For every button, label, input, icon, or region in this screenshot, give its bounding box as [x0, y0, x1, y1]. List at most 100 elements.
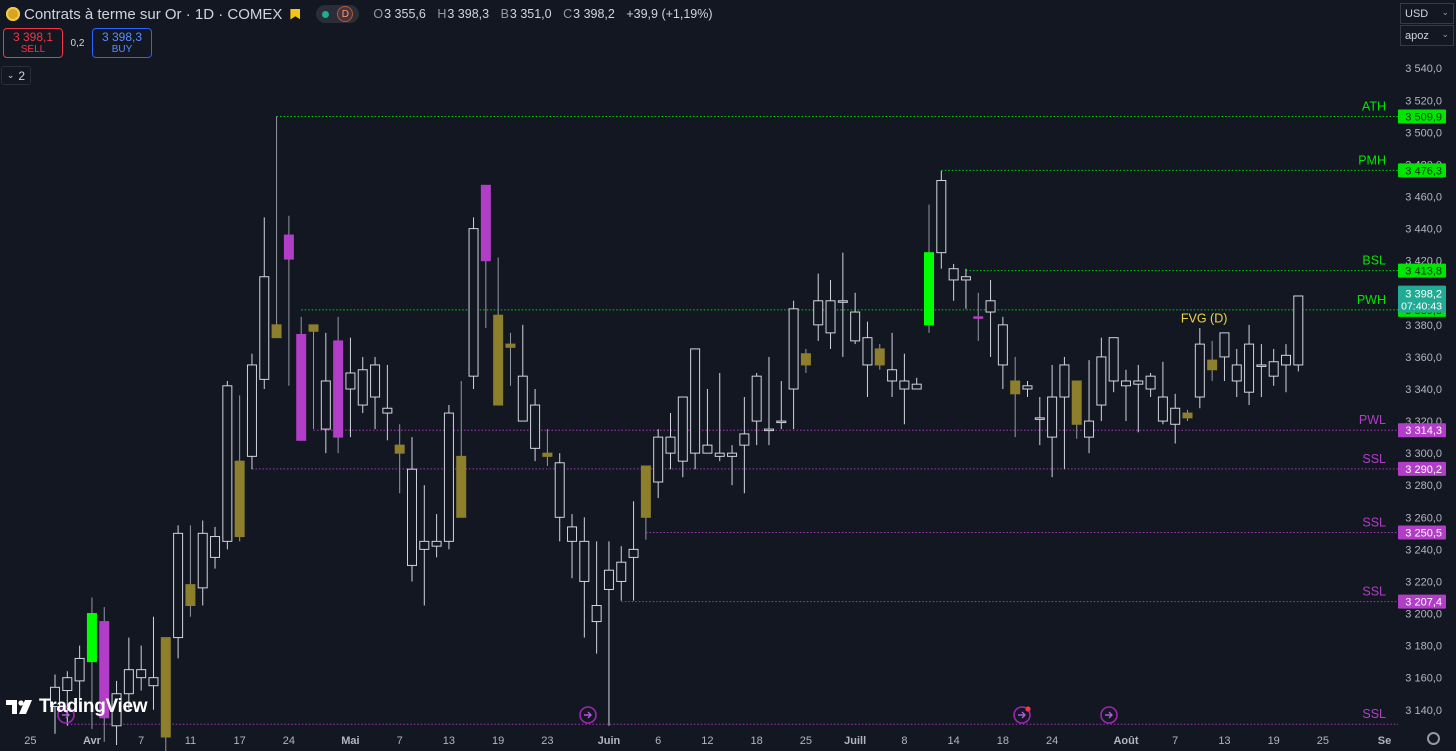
change-value: +39,9 (+1,19%) — [626, 7, 713, 21]
candle-body — [160, 637, 171, 738]
candle — [763, 356, 774, 446]
time-tick-label: 7 — [1172, 735, 1178, 747]
time-tick-label: 14 — [948, 735, 960, 747]
time-axis[interactable]: 25 Avr 7 11 17 24 Mai 7 13 19 23 Juin 6 12 18 25 Juill 8 1… — [24, 735, 1391, 747]
candle — [653, 429, 664, 499]
price-tick-label: 3 240,0 — [1405, 544, 1442, 556]
candle — [1145, 372, 1156, 398]
forward-icon[interactable] — [579, 706, 597, 724]
event-markers[interactable] — [57, 706, 1118, 724]
candle — [899, 353, 910, 425]
candle-body — [985, 300, 996, 313]
candle — [1182, 409, 1193, 422]
level-label: PWH — [1357, 293, 1386, 307]
candle — [973, 292, 984, 341]
buy-button[interactable]: 3 398,3 BUY — [92, 28, 152, 58]
candle-body — [628, 548, 639, 558]
candle-body — [727, 452, 738, 457]
price-tick-label: 3 200,0 — [1405, 609, 1442, 621]
candle-body — [776, 420, 787, 424]
price-tick-label: 3 500,0 — [1405, 127, 1442, 139]
level-badges: 3 509,93 476,33 413,83 389,33 314,33 290… — [1398, 109, 1446, 609]
candle-body — [603, 569, 614, 590]
tradingview-brand: TradingView — [39, 696, 148, 717]
candle-body — [185, 584, 196, 607]
price-tick-label: 3 360,0 — [1405, 352, 1442, 364]
candle — [468, 217, 479, 389]
currency-select[interactable]: USD ⌄ — [1400, 3, 1454, 24]
candle — [874, 344, 885, 370]
candle-body — [702, 444, 713, 454]
price-axis[interactable]: 3 540,03 520,03 500,03 480,03 460,03 440… — [1398, 0, 1456, 751]
time-tick-label: 18 — [997, 735, 1009, 747]
candle — [813, 273, 824, 341]
time-tick-label: 7 — [397, 735, 403, 747]
candle — [960, 268, 971, 309]
time-tick-label: 11 — [185, 735, 196, 747]
candle — [419, 485, 430, 606]
candle-body — [850, 311, 861, 342]
price-tick-label: 3 260,0 — [1405, 512, 1442, 524]
level-price-badge — [1398, 525, 1446, 540]
candle — [800, 348, 811, 373]
symbol-title[interactable]: Contrats à terme sur Or · 1D · COMEX — [24, 5, 283, 23]
candle — [1096, 337, 1107, 422]
candle — [406, 437, 417, 582]
time-tick-label: Avr — [83, 735, 102, 747]
close-value: 3 398,2 — [573, 7, 615, 21]
candle — [1207, 340, 1218, 381]
candle — [727, 445, 738, 486]
candle-body — [899, 380, 910, 390]
candle-body — [591, 605, 602, 623]
candle-body — [222, 385, 233, 542]
candle-body — [640, 465, 651, 518]
time-tick-label: 24 — [283, 735, 295, 747]
level-price-text: 3 207,4 — [1405, 597, 1442, 609]
candle-body — [1084, 420, 1095, 438]
candle-body — [419, 540, 430, 550]
market-status-pill[interactable]: D — [316, 5, 360, 23]
level-label: PMH — [1358, 153, 1386, 167]
level-price-text: 3 314,3 — [1405, 425, 1442, 437]
time-tick-label: 25 — [24, 735, 36, 747]
scale-mode-select[interactable]: apoz ⌄ — [1400, 25, 1454, 46]
candle-body — [111, 693, 122, 727]
level-price-badge — [1398, 109, 1446, 124]
bookmark-icon[interactable] — [290, 8, 301, 20]
time-tick-label: Juin — [598, 735, 621, 747]
candle-body — [86, 613, 97, 663]
sell-button[interactable]: 3 398,1 SELL — [3, 28, 63, 58]
candle — [246, 353, 257, 470]
tradingview-logo[interactable]: TradingView — [6, 696, 148, 718]
indicators-collapse-button[interactable]: ⌄ 2 — [1, 66, 31, 85]
candle — [1256, 344, 1267, 398]
candle-body — [456, 455, 467, 518]
candle — [259, 217, 270, 389]
candle — [837, 252, 848, 357]
chart-header: Contrats à terme sur Or · 1D · COMEX D O… — [0, 0, 721, 28]
candle — [296, 316, 307, 441]
lightning-event-icon[interactable] — [1013, 706, 1031, 724]
level-price-text: 3 476,3 — [1405, 165, 1442, 177]
candle — [862, 321, 873, 398]
candle — [111, 680, 122, 746]
candle — [1268, 348, 1279, 386]
candle-body — [567, 526, 578, 542]
candle — [382, 364, 393, 441]
candle-body — [862, 337, 873, 366]
candle — [50, 674, 60, 734]
settings-gear-icon[interactable] — [1427, 732, 1440, 745]
candle — [493, 257, 504, 406]
candle — [591, 541, 602, 654]
forward-icon[interactable] — [1100, 706, 1118, 724]
candle — [74, 645, 85, 710]
candle-body — [739, 433, 750, 446]
buy-label: BUY — [111, 43, 133, 55]
last-price-badge — [1398, 285, 1446, 313]
price-tick-label: 3 540,0 — [1405, 63, 1442, 75]
bar-replay-icon[interactable] — [57, 706, 75, 724]
candle — [1244, 324, 1255, 406]
candle-body — [825, 300, 836, 334]
candle — [554, 453, 565, 542]
